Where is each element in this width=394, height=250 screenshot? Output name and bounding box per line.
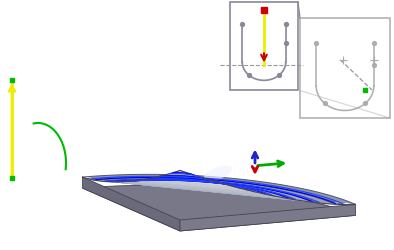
Polygon shape <box>150 175 234 187</box>
Bar <box>230 2 298 90</box>
Ellipse shape <box>204 166 232 181</box>
Polygon shape <box>105 180 315 203</box>
Polygon shape <box>82 177 180 231</box>
Polygon shape <box>94 178 335 204</box>
Polygon shape <box>82 174 355 205</box>
Polygon shape <box>180 204 355 231</box>
Polygon shape <box>161 172 214 181</box>
Bar <box>300 18 390 118</box>
Polygon shape <box>128 179 275 196</box>
Polygon shape <box>116 180 295 200</box>
Polygon shape <box>173 170 193 175</box>
Polygon shape <box>82 185 355 231</box>
Polygon shape <box>139 178 254 192</box>
